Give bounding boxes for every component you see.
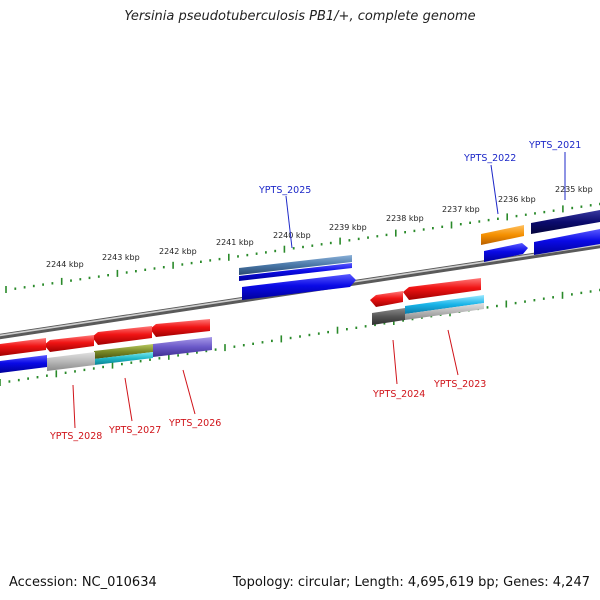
tick-track-lower [0, 288, 600, 386]
label-leader [490, 164, 499, 215]
gene-annotation-bar [94, 352, 153, 365]
gene-arrow [150, 319, 210, 337]
reverse-strand-features [0, 278, 484, 373]
gene-feature-ypts-2027[interactable] [92, 326, 153, 365]
gene-arrow [0, 338, 46, 356]
gene-feature-ypts-2023[interactable] [403, 278, 484, 320]
label-leader [392, 339, 398, 385]
accession-text: Accession: NC_010634 [9, 575, 157, 590]
scale-label: 2239 kbp [329, 223, 367, 232]
gene-feature-ypts-2025[interactable] [239, 255, 356, 300]
label-leader [182, 369, 196, 415]
gene-arrow [92, 326, 152, 345]
gene-label-ypts-2023[interactable]: YPTS_2023 [433, 379, 486, 390]
forward-strand-features [239, 210, 600, 300]
map-title: Yersinia pseudotuberculosis PB1/+, compl… [124, 9, 476, 24]
label-leader [72, 384, 76, 429]
gene-feature-ypts-2026[interactable] [150, 319, 212, 357]
scale-label: 2242 kbp [159, 247, 197, 256]
tick-track-upper [5, 202, 600, 293]
gene-label-ypts-2024[interactable]: YPTS_2024 [372, 389, 425, 400]
gene-annotation-bar [481, 225, 524, 245]
gene-annotation-bar [405, 303, 484, 320]
gene-arrow [403, 278, 481, 300]
gene-feature-ypts-2021[interactable] [531, 210, 600, 255]
gene-annotation-bar [239, 263, 352, 281]
scale-label: 2241 kbp [216, 238, 254, 247]
scale-label: 2238 kbp [386, 214, 424, 223]
scale-label: 2240 kbp [273, 231, 311, 240]
gene-annotation-bar [372, 308, 405, 325]
gene-arrow [44, 335, 94, 352]
scale-label: 2235 kbp [555, 185, 593, 194]
gene-annotation-bar [94, 344, 153, 359]
scale-label: 2236 kbp [498, 195, 536, 204]
gene-annotation-bar [47, 352, 95, 371]
scale-labels: 2244 kbp 2243 kbp 2242 kbp 2241 kbp 2240… [46, 185, 593, 269]
gene-label-ypts-2021[interactable]: YPTS_2021 [528, 140, 581, 151]
label-leader [447, 329, 459, 376]
gene-annotation-bar [405, 295, 484, 314]
scale-label: 2237 kbp [442, 205, 480, 214]
gene-label-ypts-2026[interactable]: YPTS_2026 [168, 418, 221, 429]
gene-labels: YPTS_2021 YPTS_2022 YPTS_2023 YPTS_2024 … [49, 140, 581, 442]
gene-feature-ypts-2028[interactable] [44, 335, 95, 371]
scale-label: 2243 kbp [102, 253, 140, 262]
gene-annotation-bar [153, 337, 212, 357]
gene-arrow [534, 229, 600, 255]
gene-annotation-bar [0, 355, 47, 373]
gene-feature-ypts-2024[interactable] [370, 291, 405, 325]
label-leader [124, 377, 133, 422]
gene-label-ypts-2027[interactable]: YPTS_2027 [108, 425, 161, 436]
gene-arrow [370, 291, 403, 307]
gene-annotation-bar [531, 210, 600, 234]
gene-label-ypts-2022[interactable]: YPTS_2022 [463, 153, 516, 164]
label-leader [285, 195, 293, 249]
gene-arrow [484, 243, 528, 262]
gene-label-ypts-2028[interactable]: YPTS_2028 [49, 431, 102, 442]
gene-feature-partial-left[interactable] [0, 338, 47, 373]
gene-annotation-bar [239, 255, 352, 275]
gene-feature-ypts-2022[interactable] [481, 225, 528, 262]
genome-summary-text: Topology: circular; Length: 4,695,619 bp… [232, 575, 590, 590]
gene-arrow [242, 274, 356, 300]
gene-label-ypts-2025[interactable]: YPTS_2025 [258, 185, 311, 196]
scale-label: 2244 kbp [46, 260, 84, 269]
